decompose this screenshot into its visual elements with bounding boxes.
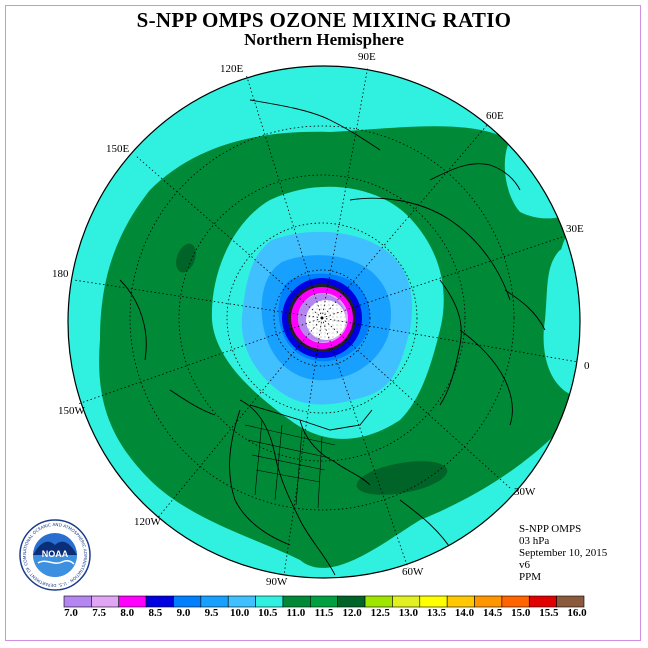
ozone-band-outer-bay-southeast xyxy=(543,248,580,395)
legend-tick-label: 10.5 xyxy=(258,607,278,619)
label-120e: 120E xyxy=(220,63,244,75)
legend-tick-label: 7.0 xyxy=(64,607,78,619)
label-90e: 90E xyxy=(358,51,376,63)
legend-tick-label: 8.5 xyxy=(148,607,163,619)
meridian-lines xyxy=(73,65,579,576)
label-150w: 150W xyxy=(58,405,85,417)
latitude-circles xyxy=(129,125,515,511)
logo-text: NOAA xyxy=(42,549,69,559)
ozone-patch-dark-1 xyxy=(356,461,448,495)
legend-tick-label: 13.5 xyxy=(426,607,447,619)
political-grid xyxy=(244,419,336,509)
label-0: 0 xyxy=(584,360,590,372)
legend-tick-label: 14.5 xyxy=(483,607,503,619)
label-30w: 30W xyxy=(514,486,536,498)
legend-tick-label: 16.0 xyxy=(567,607,587,619)
label-120w: 120W xyxy=(134,516,161,528)
map-title: S-NPP OMPS OZONE MIXING RATIO xyxy=(136,8,512,32)
no-data-center xyxy=(306,300,346,340)
info-instrument: S-NPP OMPS xyxy=(519,523,582,535)
legend-tick-label: 11.5 xyxy=(314,607,334,619)
map-boundary xyxy=(67,65,581,579)
label-90w: 90W xyxy=(266,576,288,588)
legend-tick-label: 12.0 xyxy=(342,607,362,619)
figure-frame xyxy=(5,5,641,641)
label-150e: 150E xyxy=(106,143,130,155)
legend-tick-label: 11.0 xyxy=(286,607,306,619)
ozone-band-outer-bay-east xyxy=(504,140,580,219)
legend-tick-label: 9.0 xyxy=(176,607,191,619)
legend-tick-label: 7.5 xyxy=(92,607,106,619)
map-subtitle: Northern Hemisphere xyxy=(244,30,404,49)
legend-tick-label: 14.0 xyxy=(454,607,475,619)
label-60e: 60E xyxy=(486,110,504,122)
info-version: v6 xyxy=(519,559,530,571)
legend-tick-label: 8.0 xyxy=(120,607,135,619)
label-60w: 60W xyxy=(402,566,424,578)
noaa-logo: NATIONAL OCEANIC AND ATMOSPHERIC ADMINIS… xyxy=(18,518,91,591)
label-180: 180 xyxy=(52,268,69,280)
info-level: 03 hPa xyxy=(519,535,550,547)
legend-tick-label: 13.0 xyxy=(398,607,418,619)
info-date: September 10, 2015 xyxy=(519,547,608,559)
ozone-patch-dark-2 xyxy=(176,243,196,273)
label-30e: 30E xyxy=(566,223,584,235)
legend-tick-label: 9.5 xyxy=(204,607,219,619)
legend-tick-label: 12.5 xyxy=(370,607,390,619)
legend-tick-label: 15.0 xyxy=(511,607,531,619)
legend-tick-label: 10.0 xyxy=(230,607,250,619)
legend-tick-label: 15.5 xyxy=(539,607,559,619)
info-block: S-NPP OMPS 03 hPa September 10, 2015 v6 … xyxy=(519,523,607,583)
info-units: PPM xyxy=(519,571,542,583)
